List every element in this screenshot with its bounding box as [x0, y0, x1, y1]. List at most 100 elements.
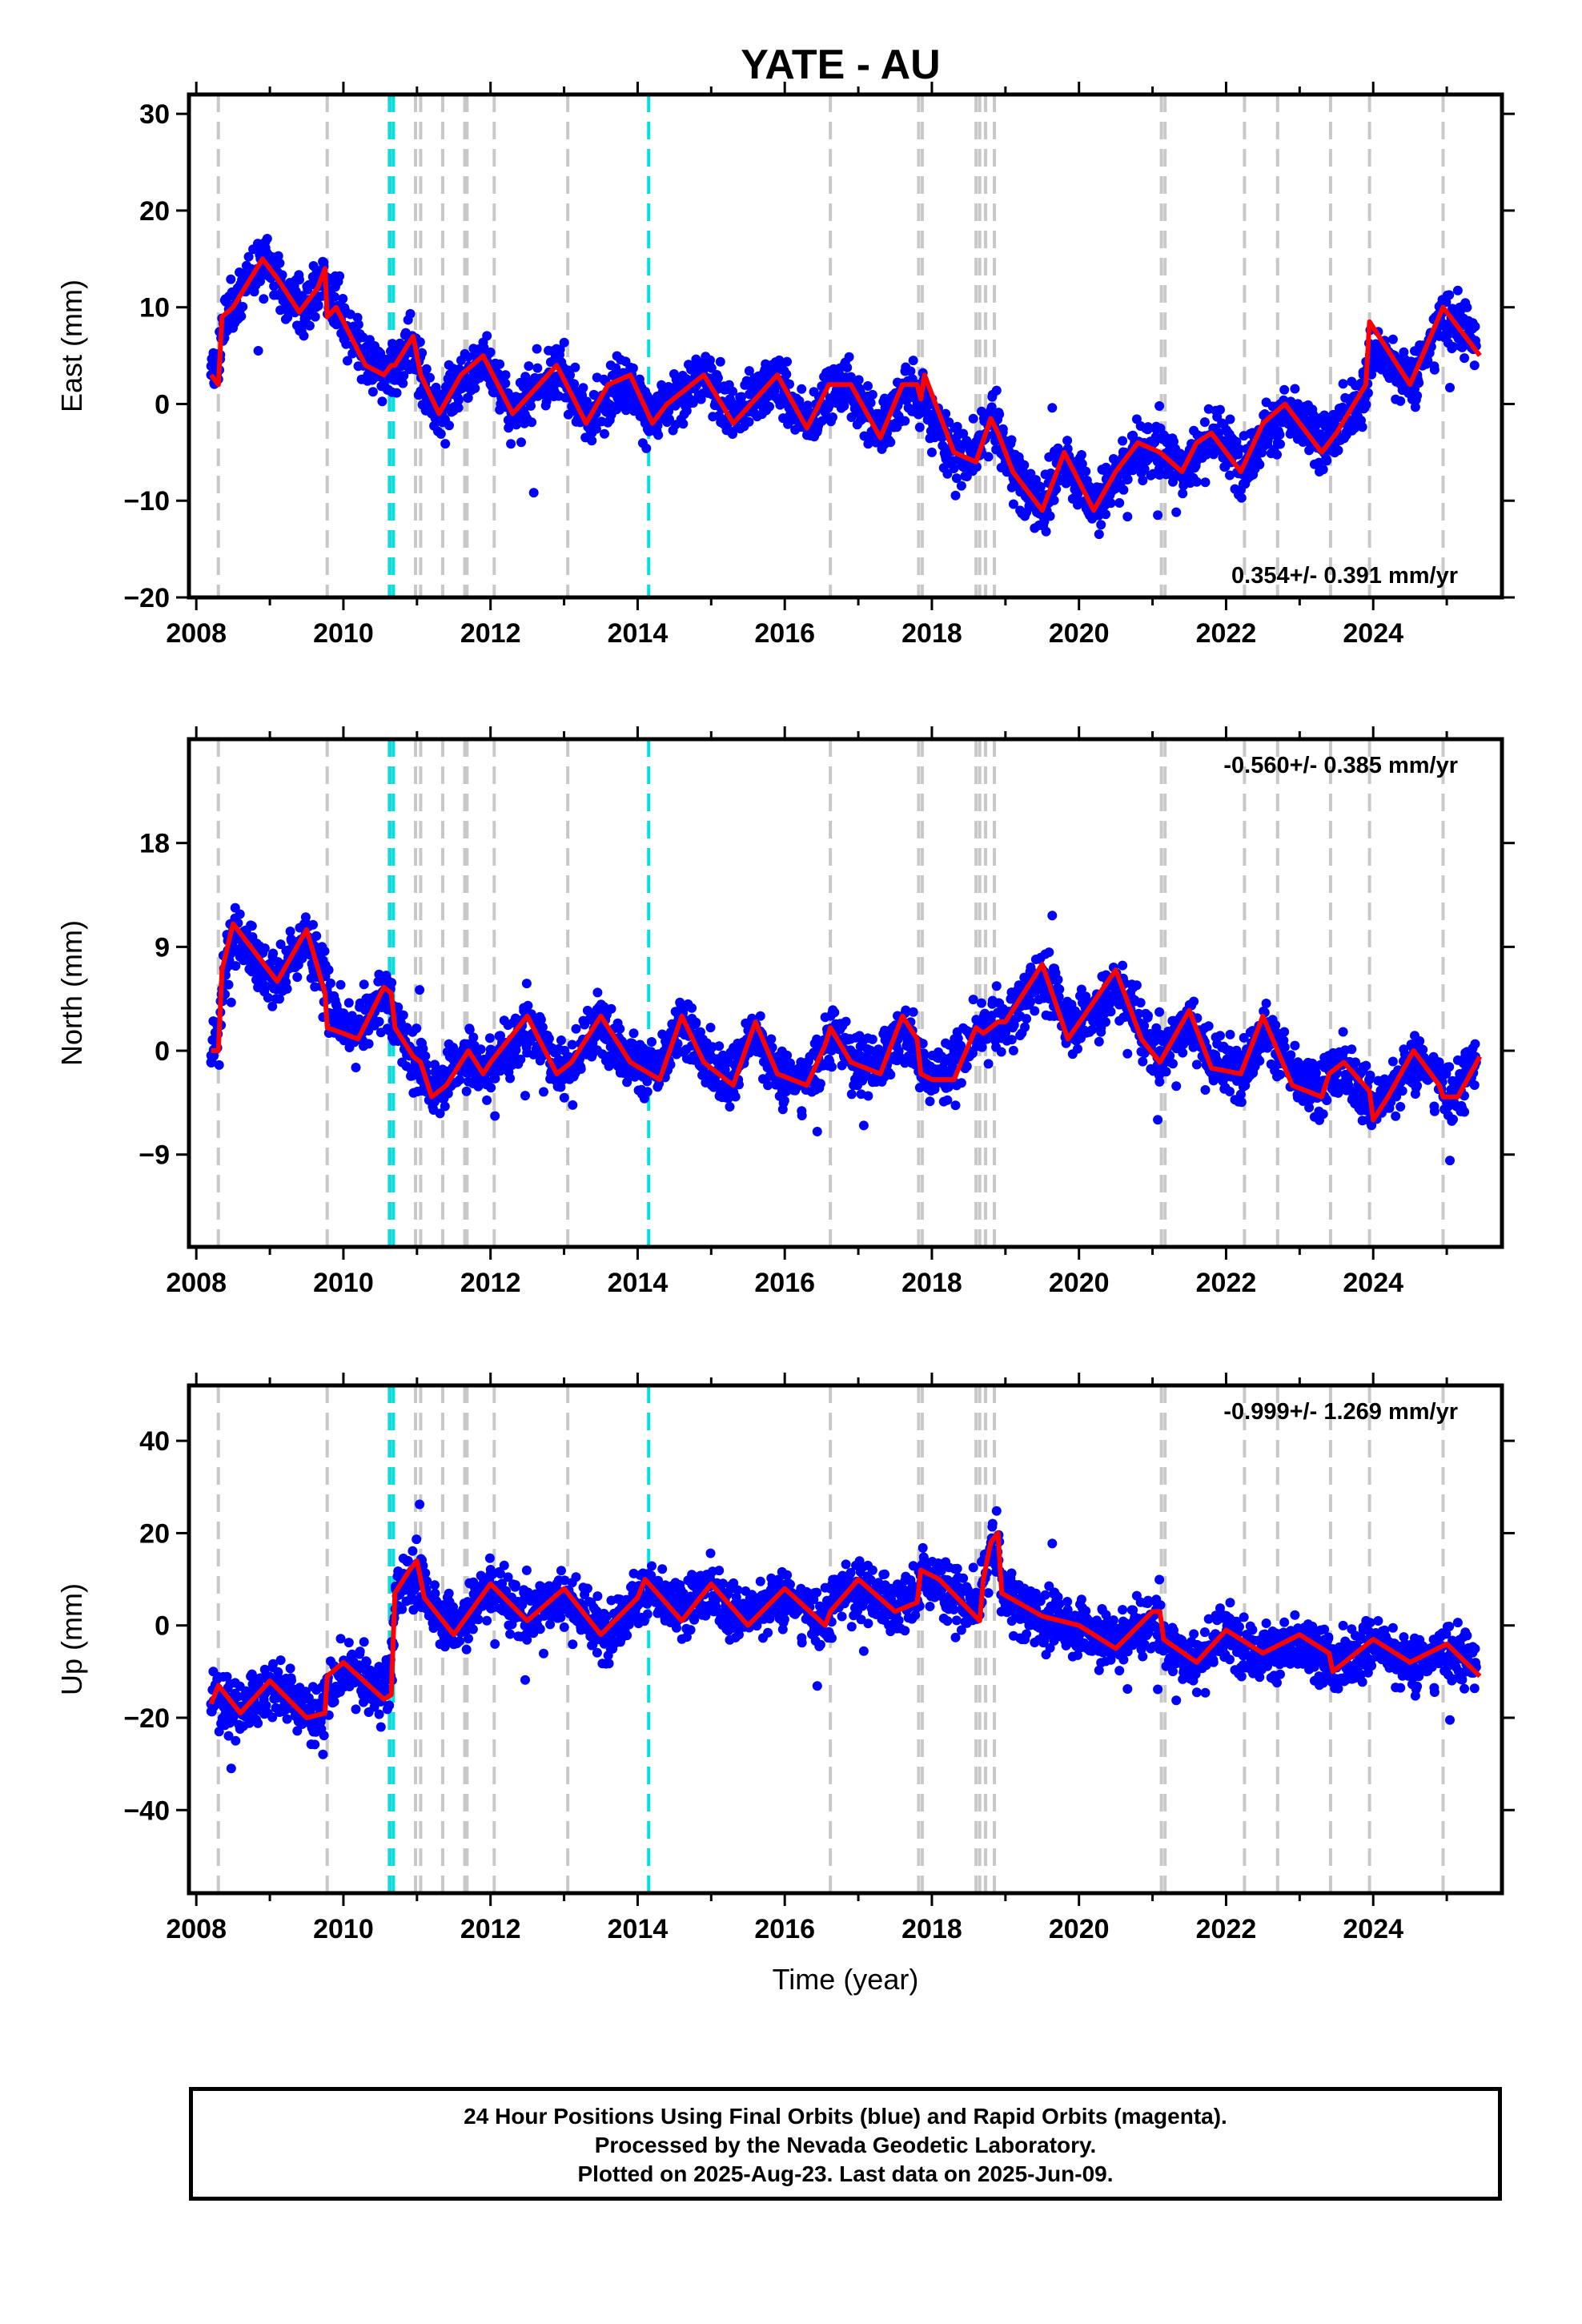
- data-point: [262, 234, 272, 243]
- data-point: [863, 1091, 873, 1101]
- data-point: [956, 480, 966, 491]
- data-point: [539, 1087, 548, 1097]
- data-point: [755, 1011, 765, 1021]
- x-tick-label: 2024: [1343, 618, 1403, 649]
- data-point: [1106, 1007, 1116, 1017]
- data-point: [1178, 1047, 1188, 1058]
- data-point: [425, 372, 435, 383]
- data-point: [485, 347, 496, 357]
- data-point: [417, 348, 428, 358]
- data-point: [1054, 984, 1065, 995]
- data-point: [253, 346, 263, 356]
- data-point: [326, 978, 335, 988]
- data-point: [555, 344, 565, 355]
- data-point: [587, 436, 597, 446]
- data-point: [797, 384, 807, 394]
- data-point: [1006, 1035, 1017, 1045]
- data-point: [744, 416, 754, 427]
- data-point: [827, 1062, 837, 1072]
- data-point: [950, 490, 961, 501]
- data-point: [431, 382, 441, 392]
- data-point: [1008, 1045, 1018, 1055]
- data-point: [377, 396, 387, 407]
- data-point: [1279, 384, 1290, 395]
- data-point: [1020, 1022, 1030, 1032]
- data-point: [570, 362, 580, 372]
- data-point: [942, 1095, 953, 1105]
- data-point: [1076, 450, 1086, 460]
- data-point: [1255, 1055, 1265, 1066]
- x-tick-label: 2014: [608, 618, 669, 649]
- data-point: [706, 363, 717, 373]
- data-point: [1429, 364, 1439, 375]
- data-point: [528, 488, 539, 498]
- data-point: [292, 972, 303, 983]
- plot-frame: [187, 92, 1504, 600]
- data-point: [1138, 1056, 1148, 1067]
- data-point: [688, 398, 698, 408]
- y-axis-label: East (mm): [55, 279, 88, 412]
- data-point: [842, 363, 853, 372]
- data-point: [415, 337, 425, 348]
- data-point: [311, 931, 322, 941]
- data-point: [470, 383, 480, 393]
- data-point: [900, 416, 910, 426]
- data-point: [1290, 384, 1300, 394]
- data-point: [1143, 422, 1153, 432]
- data-point: [1387, 334, 1398, 344]
- data-point: [268, 948, 279, 959]
- data-point: [845, 372, 856, 382]
- data-point: [1096, 520, 1106, 530]
- data-point: [1081, 466, 1091, 476]
- data-point: [705, 1023, 716, 1033]
- data-point: [844, 352, 854, 362]
- data-point: [1470, 321, 1480, 332]
- y-tick-label: 20: [139, 196, 170, 227]
- velocity-label: 0.354+/- 0.391 mm/yr: [1231, 563, 1458, 589]
- data-point: [1200, 1085, 1211, 1095]
- data-point: [495, 359, 505, 369]
- x-tick-label: 2022: [1196, 618, 1257, 649]
- data-point: [259, 943, 270, 954]
- data-point: [592, 987, 603, 998]
- data-point: [223, 979, 234, 990]
- data-point: [628, 363, 638, 373]
- data-point: [398, 378, 408, 388]
- data-point: [812, 1127, 822, 1136]
- data-point: [1094, 529, 1104, 540]
- data-point: [313, 300, 323, 311]
- data-point: [482, 1095, 492, 1105]
- data-point: [343, 998, 354, 1008]
- data-point: [1383, 370, 1393, 380]
- data-point: [766, 1034, 777, 1044]
- data-point: [828, 412, 837, 422]
- data-point: [728, 399, 738, 409]
- data-point: [1357, 422, 1367, 432]
- data-point: [714, 1041, 725, 1051]
- data-point: [841, 1016, 851, 1027]
- data-point: [567, 1039, 577, 1050]
- data-point: [399, 371, 409, 381]
- data-point: [559, 337, 569, 348]
- data-point: [282, 983, 292, 994]
- data-point: [1153, 510, 1163, 521]
- data-point: [1006, 435, 1017, 445]
- data-point: [259, 294, 269, 304]
- data-point: [436, 428, 446, 439]
- data-point: [1225, 1087, 1235, 1096]
- data-point: [1047, 403, 1058, 413]
- y-tick-label: 10: [139, 293, 170, 324]
- data-point: [247, 921, 257, 931]
- data-point: [867, 1034, 877, 1044]
- data-point: [359, 979, 369, 990]
- data-point: [1087, 1024, 1098, 1035]
- data-point: [926, 447, 937, 457]
- data-point: [1215, 404, 1225, 415]
- data-point: [1199, 417, 1210, 428]
- data-point: [647, 1037, 656, 1047]
- data-point: [453, 403, 464, 413]
- data-point: [527, 417, 537, 428]
- data-point: [846, 1089, 857, 1100]
- data-point: [991, 385, 1002, 396]
